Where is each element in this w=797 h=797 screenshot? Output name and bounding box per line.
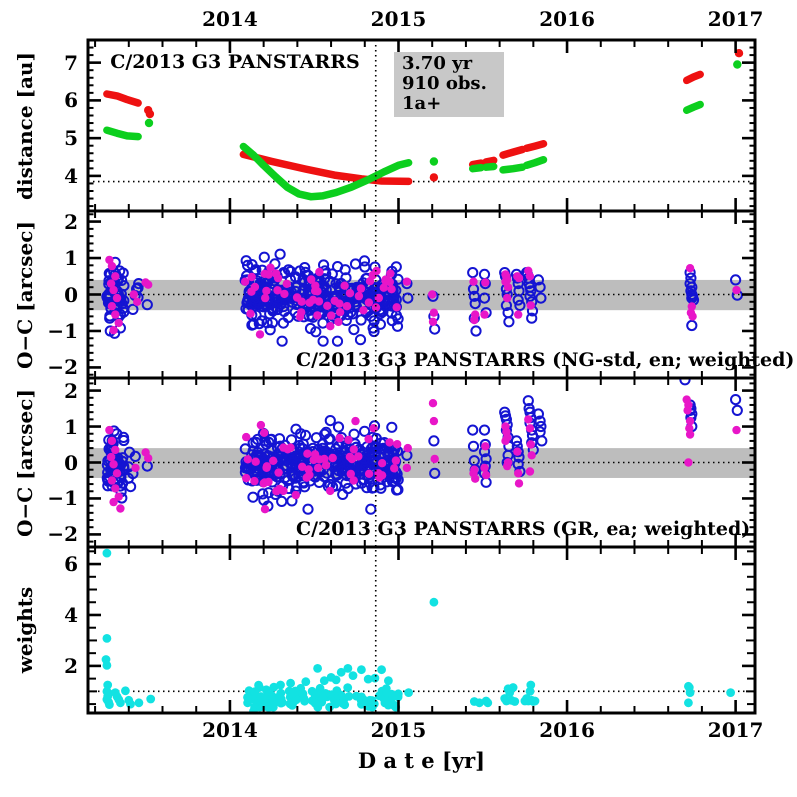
oc-gr-panel-residuals-filled — [105, 395, 741, 514]
x-tick-label-bottom: 2014 — [202, 718, 258, 742]
x-tick-label-bottom: 2015 — [370, 718, 427, 742]
y-tick-label: 2 — [64, 653, 78, 678]
x-tick-label-top: 2016 — [539, 7, 595, 31]
y-tick-label: 5 — [64, 126, 78, 151]
y-tick-label: 2 — [64, 378, 78, 403]
panel3-title: C/2013 G3 PANSTARRS (GR, ea; weighted) — [296, 518, 751, 540]
panel1-title: C/2013 G3 PANSTARRS — [110, 51, 360, 73]
oc-ngstd-panel-residuals-filled — [105, 255, 741, 339]
axes-frame — [86, 38, 757, 715]
y-tick-label: 1 — [64, 414, 78, 439]
oc-gr-panel-residuals-open — [101, 378, 743, 515]
y-tick-label: 0 — [64, 450, 78, 475]
x-tick-label-top: 2015 — [370, 7, 427, 31]
info-obs-count: 910 obs. — [402, 73, 487, 94]
y-tick-label: 6 — [64, 88, 78, 113]
oc-gr-panel-layer — [88, 378, 755, 515]
y-tick-label: 0 — [64, 282, 78, 307]
y-tick-label: 1 — [64, 246, 78, 271]
distance-panel-heliocentric-distance — [103, 49, 744, 186]
x-tick-label-bottom: 2016 — [539, 718, 595, 742]
y-tick-label: −1 — [47, 318, 78, 343]
distance-panel-geocentric-distance — [103, 60, 742, 201]
y-tick-label: −2 — [47, 355, 78, 380]
x-tick-label-top: 2017 — [707, 7, 764, 31]
y-tick-label: −1 — [47, 486, 78, 511]
y-tick-label: −2 — [47, 522, 78, 547]
x-axis-title: D a t e [yr] — [357, 748, 486, 773]
oc-ngstd-panel-layer — [88, 248, 755, 347]
y-tick-label: 2 — [64, 209, 78, 234]
y-tick-label: 7 — [64, 50, 78, 75]
panel2-title: C/2013 G3 PANSTARRS (NG-std, en; weighte… — [296, 349, 795, 371]
info-quality-class: 1a+ — [402, 93, 442, 114]
info-arc-length: 3.70 yr — [402, 53, 473, 74]
y-tick-label: 6 — [64, 552, 78, 577]
x-tick-label-bottom: 2017 — [707, 718, 764, 742]
y-tick-label: 4 — [64, 602, 78, 627]
x-tick-label-top: 2014 — [202, 7, 258, 31]
distance-panel-layer — [88, 49, 755, 201]
info-box: 3.70 yr 910 obs. 1a+ — [394, 52, 504, 117]
y-tick-label: 4 — [64, 163, 78, 188]
